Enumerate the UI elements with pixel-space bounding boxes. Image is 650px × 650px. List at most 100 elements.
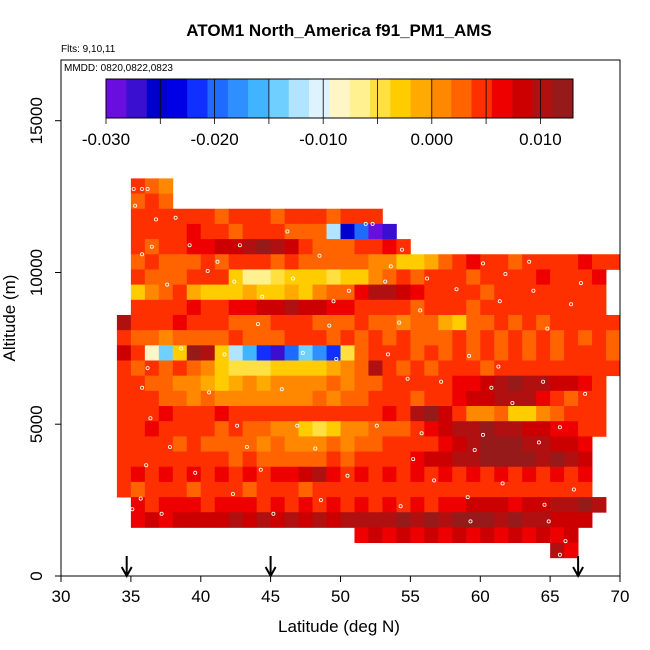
heatmap-cell: [172, 284, 188, 301]
heatmap-cell: [354, 375, 369, 392]
heatmap-cell: [172, 208, 188, 225]
sample-point: [232, 279, 237, 284]
heatmap-cell: [284, 284, 299, 301]
heatmap-cell: [326, 314, 341, 331]
colorbar-tick-label: 0.000: [411, 130, 454, 149]
heatmap-cell: [536, 390, 551, 407]
heatmap-cell: [340, 254, 355, 270]
heatmap-cell: [508, 360, 523, 377]
heatmap-cell: [228, 345, 244, 361]
heatmap-cell: [298, 223, 313, 240]
sample-point: [205, 268, 210, 273]
heatmap-cell: [592, 254, 607, 270]
heatmap-cell: [564, 542, 579, 559]
heatmap-cell: [172, 269, 188, 286]
heatmap-cell: [564, 497, 579, 513]
heatmap-cell: [172, 512, 188, 528]
sample-point: [327, 323, 332, 328]
heatmap-cell: [270, 466, 286, 483]
sample-point: [439, 379, 444, 384]
heatmap-cell: [326, 208, 341, 225]
heatmap-cell: [368, 375, 383, 392]
heatmap-cell: [284, 223, 299, 240]
sample-point: [388, 264, 393, 269]
heatmap-cell: [284, 375, 299, 392]
heatmap-cell: [312, 497, 327, 513]
heatmap-cell: [508, 466, 523, 483]
heatmap-cell: [522, 497, 537, 513]
heatmap-cell: [130, 178, 146, 194]
heatmap-cell: [270, 345, 286, 361]
flight-arrow-head: [572, 566, 584, 579]
heatmap-cell: [340, 436, 355, 452]
sample-point: [419, 431, 424, 436]
heatmap-cell: [564, 390, 579, 407]
heatmap-cell: [214, 314, 230, 331]
sample-point: [133, 203, 138, 208]
heatmap-cell: [158, 497, 174, 513]
sample-point: [571, 487, 576, 492]
heatmap-cell: [452, 390, 467, 407]
heatmap-cell: [438, 345, 453, 361]
heatmap-cell: [312, 254, 327, 270]
heatmap-cell: [256, 314, 272, 331]
sample-point: [425, 276, 430, 281]
heatmap-cell: [242, 481, 258, 498]
heatmap-cell: [312, 269, 327, 286]
heatmap-cell: [480, 421, 495, 437]
colorbar-swatch: [390, 79, 411, 118]
sample-point: [237, 243, 242, 248]
sample-point: [140, 385, 145, 390]
heatmap-cell: [116, 390, 132, 407]
heatmap-cell: [200, 254, 216, 270]
heatmap-cell: [200, 360, 216, 377]
colorbar: -0.030 -0.020 -0.010 0.000 0.010: [82, 78, 574, 149]
sample-point: [541, 379, 546, 384]
heatmap-cell: [494, 497, 509, 513]
heatmap-cell: [144, 269, 160, 286]
heatmap-cell: [270, 481, 286, 498]
sample-point: [138, 496, 143, 501]
heatmap-cell: [452, 345, 467, 361]
heatmap-cell: [522, 451, 537, 468]
heatmap-cell: [298, 284, 313, 301]
heatmap-cell: [172, 436, 188, 452]
heatmap-cell: [508, 254, 523, 270]
heatmap-cell: [200, 345, 216, 361]
heatmap-cell: [494, 284, 509, 301]
heatmap-cell: [312, 239, 327, 255]
heatmap-cell: [326, 481, 341, 498]
heatmap-cell: [410, 390, 425, 407]
sample-point: [557, 552, 562, 557]
heatmap-cell: [130, 512, 146, 528]
heatmap-cell: [536, 345, 551, 361]
y-tick-label: 5000: [27, 405, 46, 443]
heatmap-cell: [480, 481, 495, 498]
heatmap-cell: [312, 375, 327, 392]
heatmap-cell: [214, 512, 230, 528]
heatmap-cell: [410, 406, 425, 422]
sample-point: [385, 352, 390, 357]
heatmap-cell: [410, 497, 425, 513]
heatmap-cell: [186, 299, 202, 316]
heatmap-cell: [242, 284, 258, 301]
heatmap-cell: [368, 497, 383, 513]
heatmap-cell: [424, 390, 439, 407]
heatmap-cell: [410, 269, 425, 286]
heatmap-cell: [466, 345, 481, 361]
heatmap-cell: [186, 497, 202, 513]
heatmap-cell: [298, 436, 313, 452]
heatmap-cell: [480, 451, 495, 468]
heatmap-cell: [508, 421, 523, 437]
heatmap-cell: [270, 390, 286, 407]
heatmap-cell: [578, 512, 593, 528]
heatmap-cell: [172, 481, 188, 498]
heatmap-cell: [354, 208, 369, 225]
sample-point: [563, 539, 568, 544]
heatmap-cell: [536, 466, 551, 483]
heatmap-cell: [284, 360, 299, 377]
colorbar-swatch: [329, 79, 350, 118]
heatmap-cell: [186, 481, 202, 498]
sample-point: [447, 235, 452, 240]
